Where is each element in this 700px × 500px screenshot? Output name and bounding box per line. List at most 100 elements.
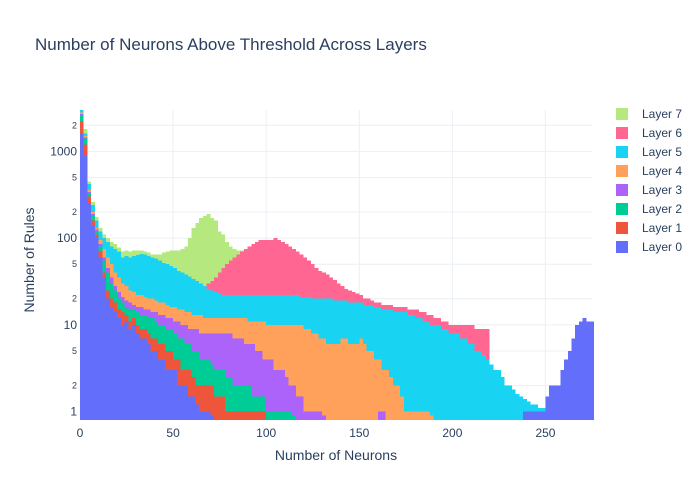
legend-item[interactable]: Layer 6 [616,126,682,140]
histogram-bar [143,338,148,420]
histogram-bar [128,328,133,420]
legend-item[interactable]: Layer 2 [616,202,682,216]
histogram-bar [362,344,367,420]
histogram-bar [534,411,539,420]
y-tick-label: 100 [57,231,77,245]
histogram-bar [310,333,315,420]
histogram-bar [266,359,270,420]
histogram-bar [281,411,285,420]
histogram-bar [269,359,274,420]
histogram-bar [430,415,434,420]
histogram-bar [202,385,207,420]
histogram-bar [299,324,304,420]
legend-item[interactable]: Layer 1 [616,221,682,235]
histogram-bar [564,359,568,420]
histogram-bar [441,328,445,420]
histogram-bar [288,411,293,420]
x-tick-label: 0 [77,426,84,440]
histogram-bar [94,238,99,420]
histogram-bar [351,344,356,420]
histogram-bar [258,396,263,420]
histogram-bar [325,344,330,420]
histogram-bar [430,324,434,420]
histogram-bar [348,344,352,420]
y-tick-label: 5 [72,346,77,356]
histogram-bar [474,350,479,420]
histogram-bar [251,411,256,420]
histogram-bar [240,411,244,420]
legend-swatch [616,203,628,215]
histogram-bar [526,401,531,420]
x-tick-label: 50 [166,426,180,440]
histogram-bar [392,385,397,420]
histogram-bar [273,370,278,420]
histogram-bar [411,314,416,420]
legend-item[interactable]: Layer 0 [616,240,682,254]
histogram-bar [225,333,229,420]
histogram-bar [415,411,419,420]
legend-swatch [616,108,628,120]
histogram-bar [519,396,524,420]
histogram-bar [344,338,349,420]
histogram-bar [98,257,103,420]
histogram-bar [295,324,300,420]
legend-label: Layer 1 [642,221,682,235]
y-axis-title: Number of Rules [21,207,37,312]
histogram-bar [169,370,174,420]
histogram-bar [176,385,181,420]
histogram-bar [202,411,207,420]
histogram-bar [120,324,125,420]
histogram-bar [508,385,512,420]
legend-label: Layer 6 [642,126,682,140]
x-axis-title: Number of Neurons [275,447,397,463]
legend-item[interactable]: Layer 3 [616,183,682,197]
histogram-bar [340,338,345,420]
histogram-bar [322,415,326,420]
histogram-bar [147,344,151,420]
histogram-bar [91,225,95,420]
legend: Layer 7 Layer 6 Layer 5 Layer 4 Layer 3 Layer… [616,107,682,254]
histogram-bar [470,344,475,420]
histogram-bar [288,324,293,420]
histogram-bar [549,385,553,420]
histogram-bar [262,359,267,420]
histogram-bar [385,370,390,420]
histogram-bar [258,411,263,420]
histogram-bar [333,344,337,420]
histogram-bar [243,411,248,420]
histogram-bar [422,321,427,420]
histogram-bar [403,312,408,420]
histogram-bar [87,203,92,420]
histogram-bar [217,396,222,420]
legend-swatch [616,127,628,139]
histogram-bar [560,370,565,420]
histogram-bar [511,389,516,420]
histogram-bar [400,396,404,420]
histogram-bar [292,324,296,420]
histogram-bar [247,385,252,420]
histogram-bar [545,396,550,420]
histogram-bar [251,344,256,420]
histogram-bar [236,411,241,420]
histogram-bar [284,377,289,420]
histogram-bar [295,396,300,420]
histogram-bar [195,385,200,420]
histogram-bar [303,411,308,420]
y-tick-label: 10 [64,318,78,332]
histogram-bar [243,344,248,420]
histogram-bar [552,385,557,420]
y-tick-label: 1 [70,405,77,419]
chart-title: Number of Neurons Above Threshold Across… [35,35,427,54]
histogram-bar [456,333,460,420]
histogram-bar [392,312,397,420]
histogram-bar [571,338,576,420]
histogram-bar [452,333,457,420]
legend-item[interactable]: Layer 7 [616,107,682,121]
histogram-bar [433,324,438,420]
legend-item[interactable]: Layer 5 [616,145,682,159]
histogram-bar [467,344,471,420]
histogram-bar [269,411,274,420]
histogram-bar [314,333,319,420]
legend-item[interactable]: Layer 4 [616,164,682,178]
histogram-bar [489,364,494,420]
